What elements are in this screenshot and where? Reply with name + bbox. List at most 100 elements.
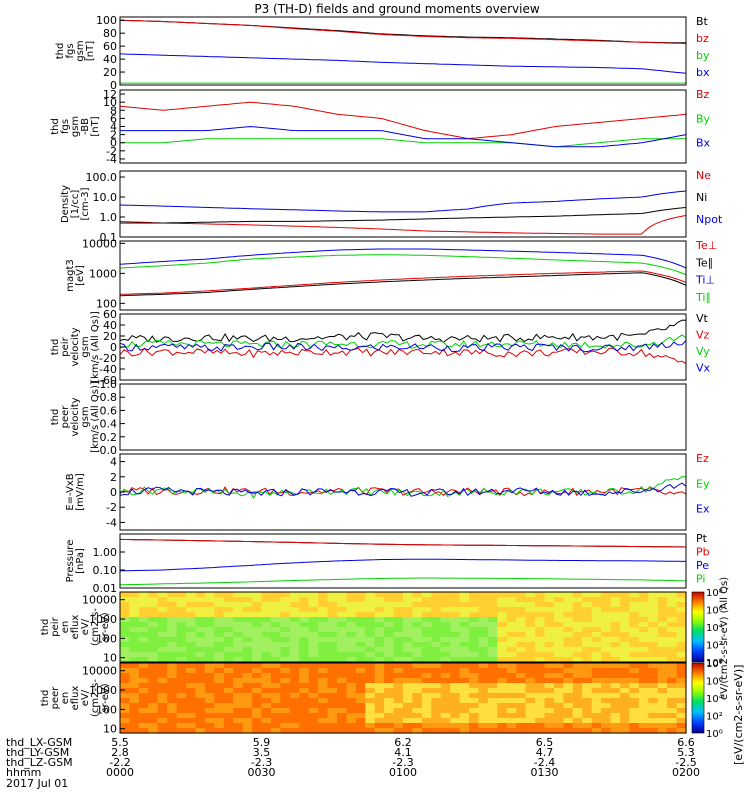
heatmap-cell [469,652,479,658]
heatmap-cell [516,728,527,734]
heatmap-cell [487,723,498,729]
heatmap-cell [186,652,196,658]
heatmap-cell [204,597,215,603]
heatmap-cell [120,728,130,734]
heatmap-cell [638,678,649,684]
y-tick-label: 10000 [82,665,117,678]
series-line-Pe [119,558,686,572]
heatmap-cell [591,607,602,613]
heatmap-cell [544,627,555,633]
heatmap-cell [186,688,196,694]
heatmap-cell [195,708,206,714]
footer-value: 0030 [248,766,276,779]
heatmap-cell [525,637,536,643]
heatmap-cell [516,688,527,694]
heatmap-cell [289,597,300,603]
heatmap-cell [459,718,470,724]
heatmap-cell [516,657,527,663]
colorbar-tick: 10⁸ [706,659,723,670]
heatmap-cell [591,617,602,623]
heatmap-cell [327,597,338,603]
heatmap-cell [620,612,630,618]
heatmap-cell [516,683,527,689]
heatmap-cell [167,627,178,633]
heatmap-cell [252,632,263,638]
heatmap-cell [289,683,300,689]
heatmap-cell [421,723,432,729]
heatmap-cell [186,602,196,608]
heatmap-cell [280,592,291,598]
series-line-Vt [119,319,687,344]
heatmap-cell [478,642,489,648]
heatmap-cell [412,607,423,613]
heatmap-cell [412,632,423,638]
heatmap-cell [412,698,423,704]
heatmap-cell [459,632,470,638]
heatmap-cell [204,668,215,674]
heatmap-cell [610,683,621,689]
y-tick-label: 0.0 [100,444,118,457]
heatmap-cell [601,627,612,633]
heatmap-cell [648,607,659,613]
heatmap-cell [431,652,442,658]
legend-fgs-dsl-1: By [696,112,711,125]
heatmap-cell [327,718,338,724]
footer-date: 2017 Jul 01 [6,777,68,790]
heatmap-cell [403,632,413,638]
heatmap-cell [327,602,338,608]
heatmap-cell [195,622,206,628]
heatmap-cell [355,708,366,714]
heatmap-cell [214,678,225,684]
heatmap-cell [582,698,593,704]
heatmap-cell [629,647,640,653]
heatmap-cell [374,612,385,618]
heatmap-cell [252,668,263,674]
heatmap-cell [337,612,347,618]
heatmap-cell [440,602,451,608]
heatmap-cell [431,592,442,598]
heatmap-cell [120,663,130,669]
heatmap-cell [459,627,470,633]
heatmap-cell [252,688,263,694]
heatmap-cell [620,597,630,603]
heatmap-cell [412,642,423,648]
heatmap-cell [450,728,461,734]
heatmap-cell [403,693,413,699]
heatmap-cell [506,703,517,709]
heatmap-cell [403,688,413,694]
heatmap-cell [431,657,442,663]
legend-pressure-1: Pb [696,546,710,559]
footer-value: 0000 [106,766,134,779]
heatmap-cell [214,673,225,679]
heatmap-cell [582,592,593,598]
heatmap-cell [365,592,376,598]
heatmap-cell [346,642,357,648]
series-line-Npot [119,190,687,213]
heatmap-cell [478,592,489,598]
heatmap-cell [638,728,649,734]
heatmap-cell [553,612,564,618]
y-tick-label: 0 [110,137,117,150]
heatmap-cell [270,698,281,704]
y-tick-label: 0.01 [93,582,118,595]
heatmap-cell [384,708,395,714]
heatmap-cell [176,607,187,613]
y-tick-label: 10000 [82,594,117,607]
heatmap-cell [553,668,564,674]
heatmap-cell [657,597,668,603]
heatmap-cell [148,718,159,724]
heatmap-cell [478,668,489,674]
heatmap-cell [242,612,253,618]
heatmap-cell [346,602,357,608]
heatmap-cell [289,647,300,653]
heatmap-cell [346,632,357,638]
heatmap-cell [431,622,442,628]
heatmap-cell [591,597,602,603]
heatmap-cell [403,597,413,603]
heatmap-cell [535,602,546,608]
heatmap-cell [478,622,489,628]
heatmap-cell [393,642,404,648]
heatmap-cell [525,642,536,648]
heatmap-cell [214,632,225,638]
heatmap-cell [525,713,536,719]
